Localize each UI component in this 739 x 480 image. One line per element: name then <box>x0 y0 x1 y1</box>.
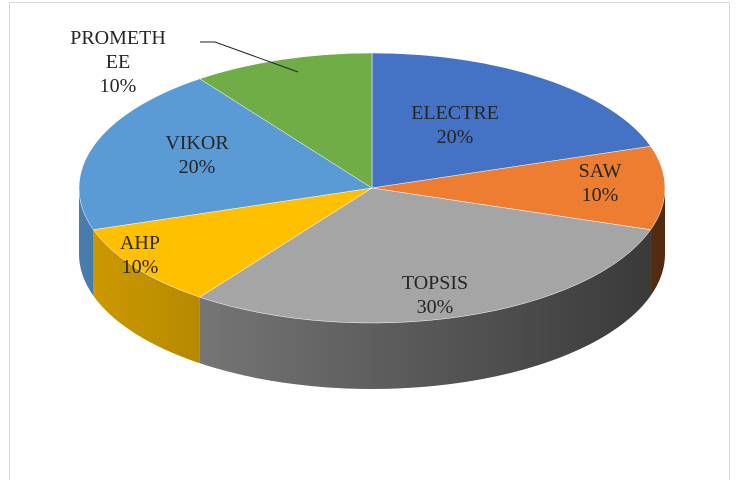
slice <box>199 187 652 324</box>
category-label: VIKOR <box>165 132 229 154</box>
side-shade <box>79 188 665 389</box>
slice <box>199 52 373 189</box>
leader-line <box>200 41 299 73</box>
category-label: ELECTRE <box>411 102 499 124</box>
slice <box>371 52 652 189</box>
slice-label: VIKOR 20% <box>165 131 228 179</box>
slice-label: PROMETHEE 10% <box>70 26 166 98</box>
value-label: 10% <box>121 256 159 278</box>
value-label: 20% <box>436 126 474 148</box>
slice-label: SAW 10% <box>579 159 622 207</box>
category-label: TOPSIS <box>401 272 469 294</box>
slice-label: AHP 10% <box>120 231 160 279</box>
slice <box>92 187 373 298</box>
slice-label: ELECTRE 20% <box>411 101 499 149</box>
chart-border <box>9 2 730 480</box>
slice <box>371 146 666 230</box>
category-label: PROMETHEE <box>70 27 166 73</box>
slice-label: TOPSIS 30% <box>402 271 468 319</box>
value-label: 20% <box>178 156 216 178</box>
value-label: 10% <box>581 184 619 206</box>
category-label: AHP <box>119 232 161 254</box>
category-label: SAW <box>578 160 622 182</box>
value-label: 10% <box>99 75 137 97</box>
slice <box>78 78 373 230</box>
value-label: 30% <box>416 296 454 318</box>
